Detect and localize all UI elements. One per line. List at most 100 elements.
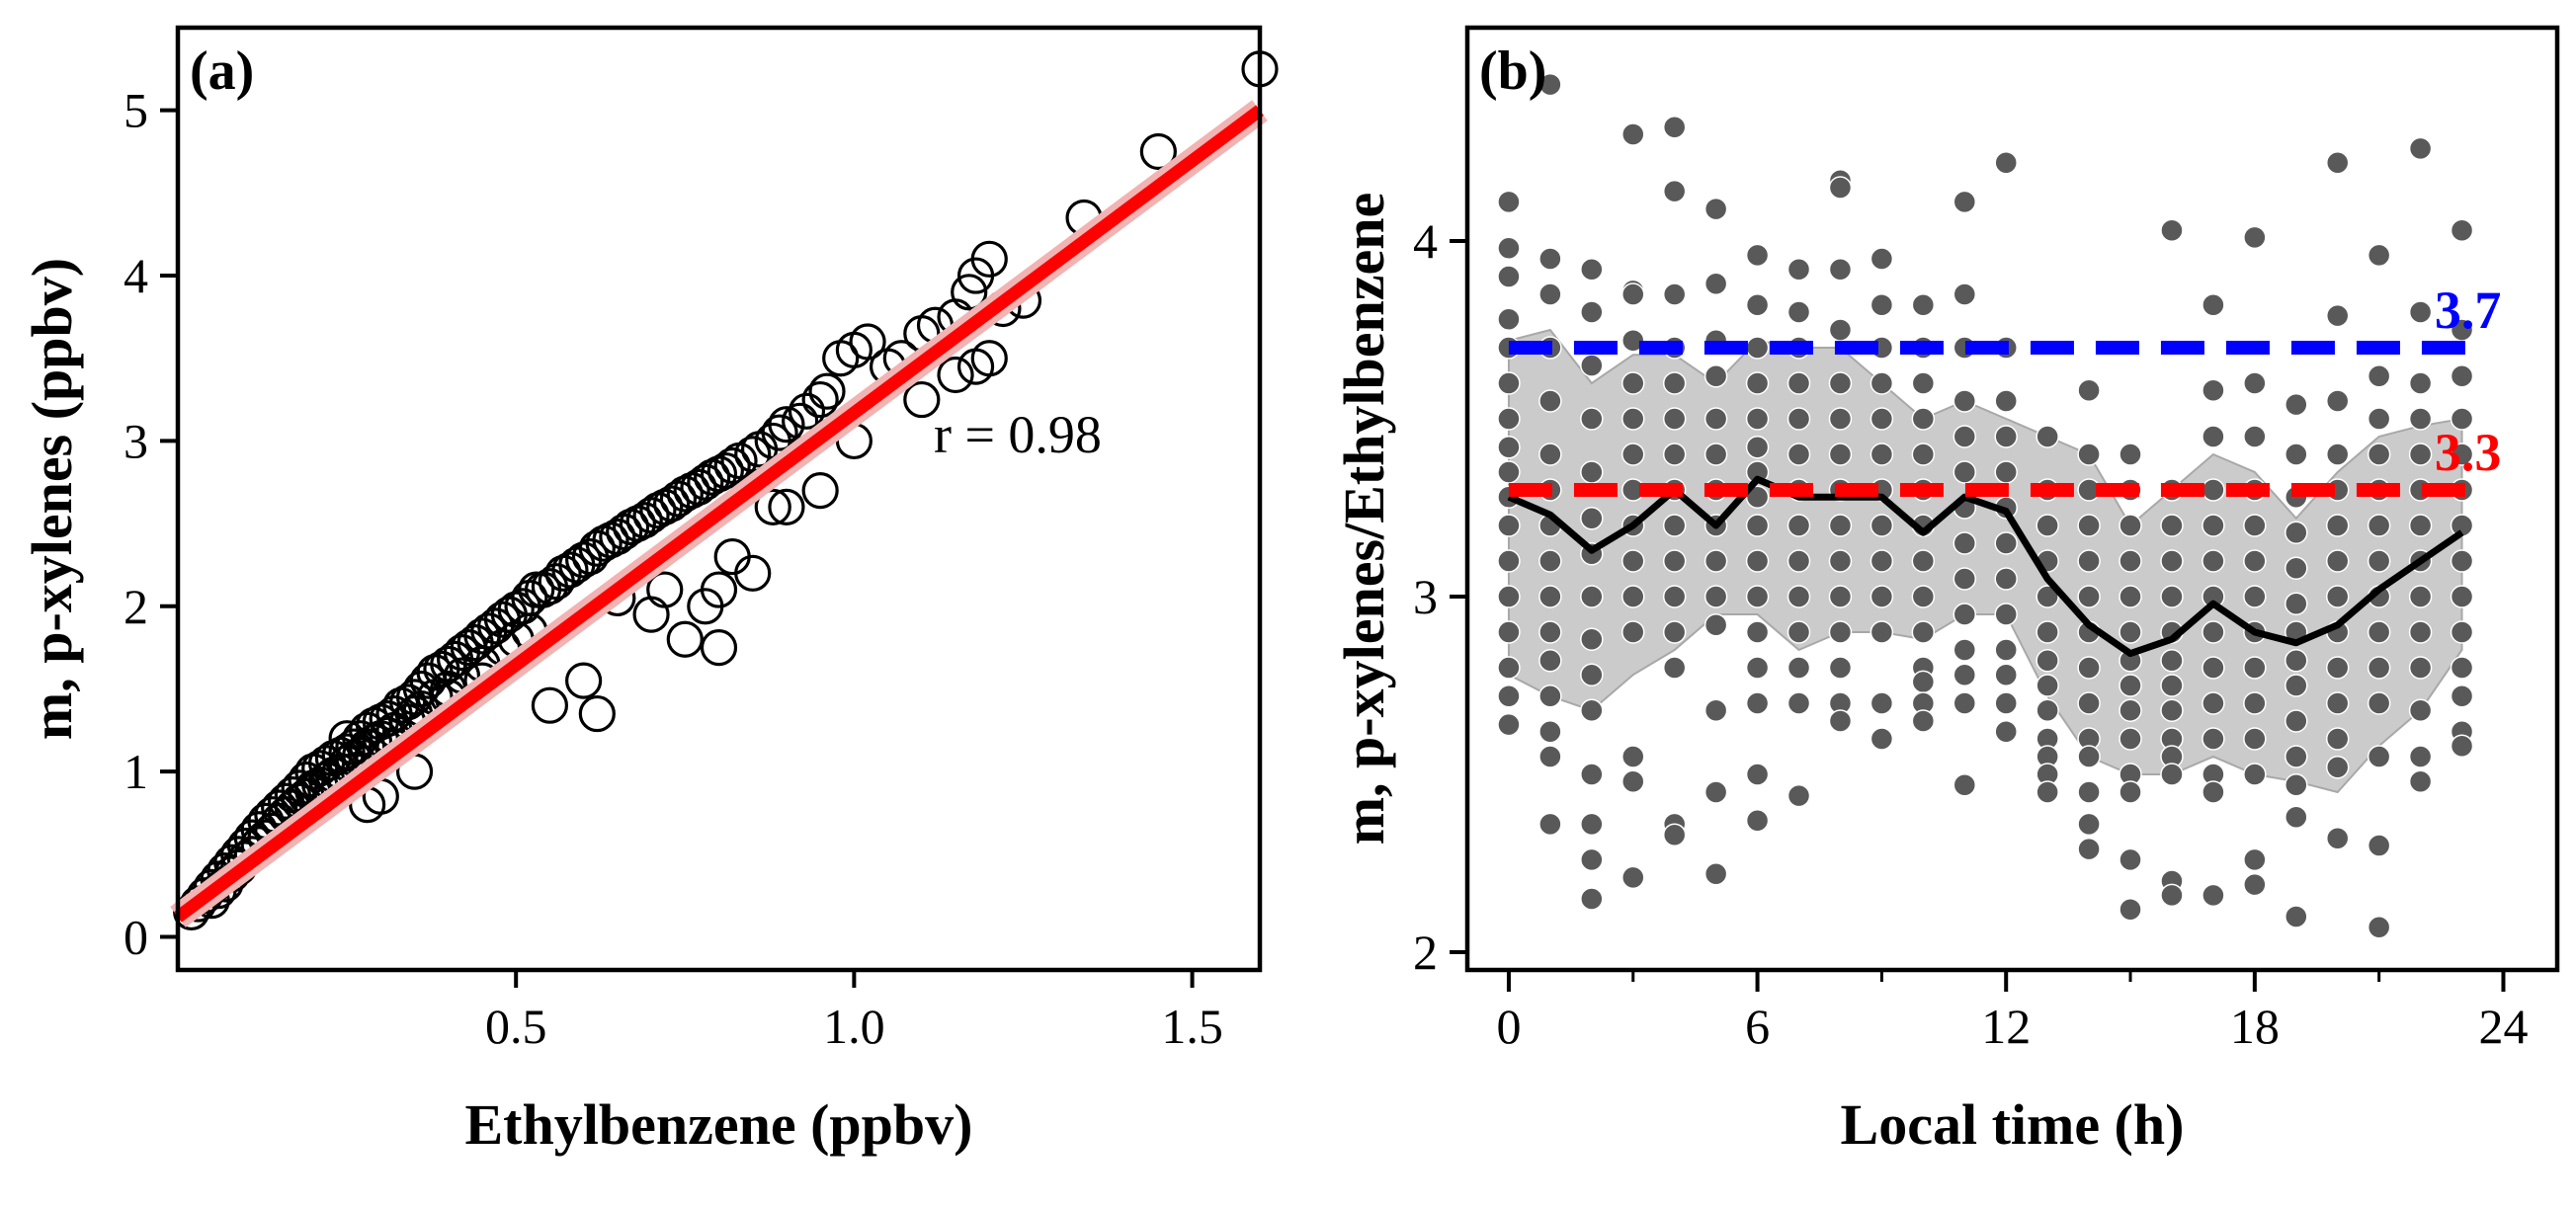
panel-b-data-point [1703, 780, 1728, 804]
panel-b-data-point [2325, 691, 2350, 715]
panel-b-data-point [1621, 769, 1645, 793]
panel-b-data-point [1745, 371, 1770, 395]
panel-b-data-point [1580, 887, 1604, 911]
panel-a-fit-line [174, 105, 1264, 923]
panel-b-data-point [2036, 698, 2059, 722]
panel-a-y-tick-label: 2 [124, 579, 148, 634]
panel-b-data-point [1953, 460, 1977, 484]
panel-b-data-point [2243, 225, 2267, 250]
panel-b-data-point [2202, 780, 2225, 804]
panel-b-data-point [1828, 258, 1853, 282]
panel-a-data-point [903, 380, 941, 419]
panel-b-data-point [2285, 521, 2308, 544]
panel-b-y-tick-label: 4 [1413, 213, 1438, 269]
panel-b-data-point [1703, 364, 1728, 388]
panel-b-data-point [2367, 243, 2391, 268]
panel-b-data-point [1621, 282, 1645, 306]
panel-b-data-point [2325, 756, 2350, 779]
panel-a-y-tick-label: 5 [124, 83, 148, 138]
panel-b-data-point [1994, 425, 2018, 448]
panel-b-data-point [2243, 585, 2267, 608]
panel-b-data-point [2285, 592, 2308, 615]
panel-b-data-point [1870, 549, 1894, 573]
panel-b-data-point [2367, 443, 2391, 466]
panel-b-data-point [2450, 656, 2474, 680]
panel-b-data-point [1911, 670, 1936, 694]
panel-b-data-point [1497, 460, 1521, 484]
panel-b-data-point [1580, 585, 1604, 608]
panel-b-data-point [2325, 443, 2350, 466]
panel-b-data-point [2119, 585, 2142, 608]
panel-b-data-point [1497, 371, 1521, 395]
panel-b-data-point [1662, 620, 1687, 644]
panel-b-data-point [2036, 514, 2059, 537]
panel-a-x-axis-title: Ethylbenzene (ppbv) [464, 1092, 972, 1157]
panel-b-data-point [1497, 685, 1521, 708]
panel-b-x-tick-label: 6 [1745, 999, 1770, 1054]
panel-b-data-point [2160, 549, 2184, 573]
panel-b-data-point [2119, 847, 2142, 872]
panel-a-data-point [274, 775, 311, 814]
panel-b-data-point [1745, 336, 1770, 360]
panel-b-x-axis-title: Local time (h) [1841, 1092, 2185, 1157]
panel-a-data-point [625, 502, 663, 539]
panel-b-data-point [2367, 916, 2391, 939]
panel-a-data-point [970, 240, 1008, 278]
panel-b-data-point [2202, 478, 2225, 502]
panel-b-data-point [1621, 745, 1645, 768]
panel-b-data-point [1953, 531, 1977, 555]
panel-b-data-point [1870, 407, 1894, 431]
panel-a-label: (a) [190, 40, 254, 102]
panel-b-data-point [1497, 190, 1521, 214]
panel-b-data-point [1703, 698, 1728, 722]
panel-b-data-point [1662, 585, 1687, 608]
panel-b-data-point [2077, 656, 2101, 680]
panel-b-range-band [1507, 328, 2463, 794]
panel-b-data-point [2202, 549, 2225, 573]
panel-b-data-point [1994, 389, 2018, 413]
panel-b-data-point [2243, 691, 2267, 715]
panel-b-data-point [1703, 407, 1728, 431]
panel-b-data-point [1662, 823, 1687, 846]
panel-b-data-point [2036, 425, 2059, 448]
panel-b-data-point [2367, 620, 2391, 644]
panel-b-data-point [1870, 585, 1894, 608]
panel-b-data-point [1497, 585, 1521, 608]
panel-b-data-point [2243, 514, 2267, 537]
panel-a-data-point [788, 392, 826, 430]
panel-b-data-point [1538, 443, 1562, 466]
panel-a-data-point [565, 662, 603, 699]
panel-a-x-tick-label: 1.5 [1161, 999, 1223, 1054]
panel-b-data-point [1828, 549, 1853, 573]
panel-b-data-point [2367, 407, 2391, 431]
panel-b-data-point [2367, 656, 2391, 680]
panel-b-data-point [2077, 378, 2101, 402]
panel-b-data-point [2077, 443, 2101, 466]
panel-b-data-point [2367, 364, 2391, 388]
panel-b-data-point [1621, 443, 1645, 466]
panel-b-data-point [2202, 691, 2225, 715]
panel-b-data-point [1828, 407, 1853, 431]
panel-b-data-point [2160, 649, 2184, 673]
panel-a-data-point [808, 372, 846, 410]
panel-b-x-tick-label: 18 [2230, 999, 2280, 1054]
panel-b-x-tick-label: 24 [2478, 999, 2528, 1054]
panel-b-data-point [2202, 656, 2225, 680]
panel-b-data-point [2160, 674, 2184, 697]
panel-b-data-point [2119, 780, 2142, 804]
panel-b-data-point [1787, 371, 1811, 395]
panel-b-data-point [1580, 847, 1604, 872]
panel-b-data-point [1703, 613, 1728, 637]
panel-b-data-point [2285, 805, 2308, 829]
panel-b-data-point [1580, 354, 1604, 377]
panel-b-data-point [2285, 392, 2308, 417]
panel-b-data-point [1662, 371, 1687, 395]
panel-a-data-point [700, 629, 738, 667]
panel-a-fit-line-group [170, 100, 1268, 927]
panel-b-data-point [1662, 514, 1687, 537]
panel-a-data-point [599, 518, 636, 556]
panel-b-data-point [1828, 620, 1853, 644]
panel-b-data-point [1745, 293, 1770, 317]
panel-b-data-point [1621, 329, 1645, 353]
